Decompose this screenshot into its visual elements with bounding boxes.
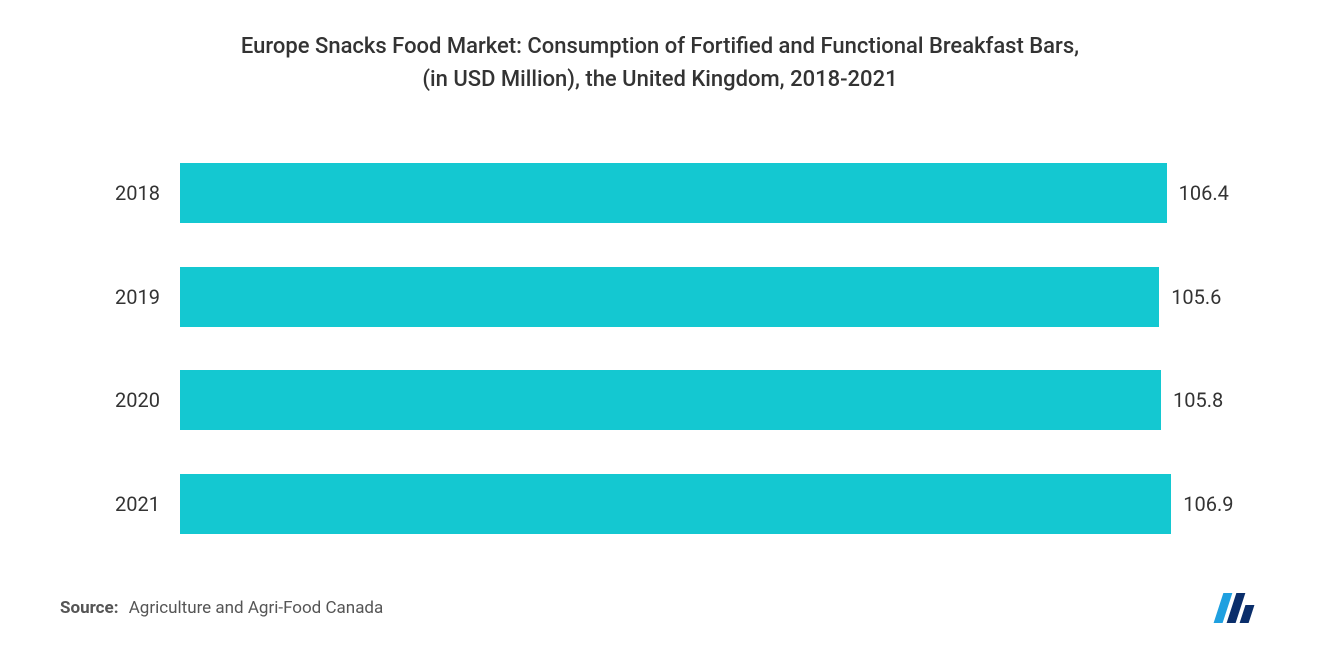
bar-track: 106.9 — [180, 474, 1200, 534]
bar-category-label: 2021 — [90, 492, 180, 516]
source-label: Source: — [60, 598, 118, 618]
source-row: Source: Agriculture and Agri-Food Canada — [50, 591, 1270, 625]
chart-title: Europe Snacks Food Market: Consumption o… — [50, 30, 1270, 96]
chart-title-line1: Europe Snacks Food Market: Consumption o… — [241, 34, 1079, 59]
bar-track: 106.4 — [180, 163, 1200, 223]
bar-fill: 106.4 — [180, 163, 1167, 223]
bar-row: 2019 105.6 — [90, 267, 1200, 327]
bar-track: 105.6 — [180, 267, 1200, 327]
brand-logo-icon — [1210, 591, 1270, 625]
bar-category-label: 2020 — [90, 388, 180, 412]
bar-value-label: 105.6 — [1159, 285, 1221, 309]
bar-value-label: 106.4 — [1167, 181, 1229, 205]
bar-fill: 106.9 — [180, 474, 1171, 534]
bar-category-label: 2018 — [90, 181, 180, 205]
bar-value-label: 105.8 — [1161, 388, 1223, 412]
bar-fill: 105.6 — [180, 267, 1159, 327]
bar-fill: 105.8 — [180, 370, 1161, 430]
bar-track: 105.8 — [180, 370, 1200, 430]
chart-container: Europe Snacks Food Market: Consumption o… — [0, 0, 1320, 665]
source-text: Agriculture and Agri-Food Canada — [129, 598, 384, 618]
bar-row: 2018 106.4 — [90, 163, 1200, 223]
bar-value-label: 106.9 — [1171, 492, 1233, 516]
bar-row: 2020 105.8 — [90, 370, 1200, 430]
source-wrapper: Source: Agriculture and Agri-Food Canada — [60, 598, 383, 618]
bar-row: 2021 106.9 — [90, 474, 1200, 534]
bar-category-label: 2019 — [90, 285, 180, 309]
bars-area: 2018 106.4 2019 105.6 2020 105.8 — [50, 141, 1270, 556]
chart-title-line2: (in USD Million), the United Kingdom, 20… — [422, 67, 897, 92]
